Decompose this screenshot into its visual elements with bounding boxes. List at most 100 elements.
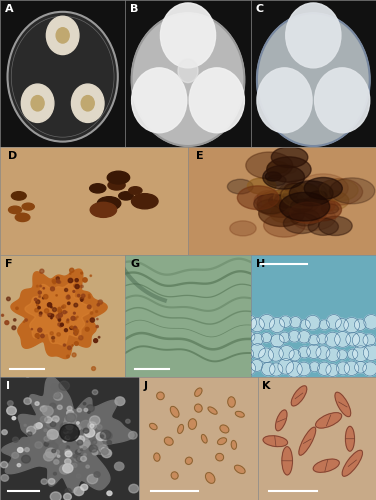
Ellipse shape <box>194 404 202 412</box>
Circle shape <box>268 346 284 361</box>
Circle shape <box>37 304 38 306</box>
Circle shape <box>262 191 298 211</box>
Circle shape <box>38 291 41 294</box>
Circle shape <box>65 488 71 494</box>
Circle shape <box>325 332 340 347</box>
Circle shape <box>305 316 320 330</box>
Circle shape <box>259 348 274 362</box>
Circle shape <box>94 338 98 342</box>
Circle shape <box>67 295 70 298</box>
Circle shape <box>317 334 327 344</box>
Circle shape <box>58 308 61 310</box>
Circle shape <box>75 436 81 441</box>
Circle shape <box>83 428 89 433</box>
Circle shape <box>44 309 49 313</box>
Circle shape <box>254 192 280 207</box>
Circle shape <box>49 434 55 440</box>
Circle shape <box>90 275 91 276</box>
Circle shape <box>60 424 79 441</box>
Circle shape <box>80 444 86 450</box>
Text: H: H <box>256 258 265 268</box>
Circle shape <box>363 344 376 360</box>
Circle shape <box>326 364 339 376</box>
Circle shape <box>67 406 72 411</box>
Text: D: D <box>8 150 17 160</box>
Circle shape <box>129 484 139 493</box>
Circle shape <box>74 342 78 345</box>
Circle shape <box>66 414 76 422</box>
Circle shape <box>281 182 320 205</box>
Circle shape <box>237 186 279 210</box>
Ellipse shape <box>315 412 342 428</box>
Circle shape <box>100 435 103 438</box>
Circle shape <box>17 464 21 466</box>
Circle shape <box>73 290 75 292</box>
Circle shape <box>58 318 61 320</box>
Circle shape <box>83 402 86 405</box>
Circle shape <box>49 314 51 315</box>
Ellipse shape <box>231 440 237 450</box>
Circle shape <box>132 14 244 146</box>
Circle shape <box>244 331 255 342</box>
Circle shape <box>7 406 16 415</box>
Circle shape <box>78 450 81 452</box>
Circle shape <box>27 432 32 436</box>
Ellipse shape <box>313 459 339 472</box>
Circle shape <box>65 451 72 457</box>
Circle shape <box>352 332 368 348</box>
Ellipse shape <box>235 465 245 473</box>
Circle shape <box>27 426 36 434</box>
Circle shape <box>53 392 62 400</box>
Circle shape <box>79 336 83 340</box>
Circle shape <box>76 422 79 424</box>
Circle shape <box>44 452 54 461</box>
Circle shape <box>39 296 41 298</box>
Circle shape <box>87 305 91 308</box>
Circle shape <box>89 416 100 425</box>
Circle shape <box>77 440 83 445</box>
Circle shape <box>14 318 16 321</box>
Circle shape <box>62 306 64 308</box>
Circle shape <box>60 325 61 327</box>
Circle shape <box>47 430 58 439</box>
Circle shape <box>92 440 97 444</box>
Circle shape <box>65 436 70 440</box>
Circle shape <box>5 320 9 324</box>
Circle shape <box>83 278 87 282</box>
Ellipse shape <box>171 472 178 479</box>
Circle shape <box>102 448 108 454</box>
Circle shape <box>74 304 78 307</box>
Circle shape <box>83 433 90 438</box>
Circle shape <box>278 197 308 214</box>
Circle shape <box>132 194 158 209</box>
Circle shape <box>71 326 73 328</box>
Circle shape <box>65 459 71 464</box>
Circle shape <box>63 439 67 442</box>
Circle shape <box>267 162 288 173</box>
Circle shape <box>53 472 56 475</box>
Circle shape <box>35 298 37 300</box>
Circle shape <box>98 300 103 304</box>
Circle shape <box>66 312 67 313</box>
Circle shape <box>41 479 47 484</box>
Circle shape <box>50 287 55 291</box>
Circle shape <box>337 362 350 375</box>
Circle shape <box>11 192 26 200</box>
Circle shape <box>74 326 76 328</box>
Circle shape <box>267 157 311 182</box>
Circle shape <box>76 474 81 478</box>
Circle shape <box>81 484 88 490</box>
Circle shape <box>297 362 311 376</box>
Circle shape <box>35 334 39 338</box>
Circle shape <box>271 147 308 168</box>
Circle shape <box>12 326 16 330</box>
Circle shape <box>40 416 47 422</box>
Circle shape <box>257 200 283 214</box>
Circle shape <box>251 360 263 372</box>
Circle shape <box>97 424 102 430</box>
Circle shape <box>299 174 348 203</box>
Circle shape <box>295 199 318 212</box>
Circle shape <box>39 314 41 316</box>
Circle shape <box>67 319 69 320</box>
Circle shape <box>251 334 263 345</box>
